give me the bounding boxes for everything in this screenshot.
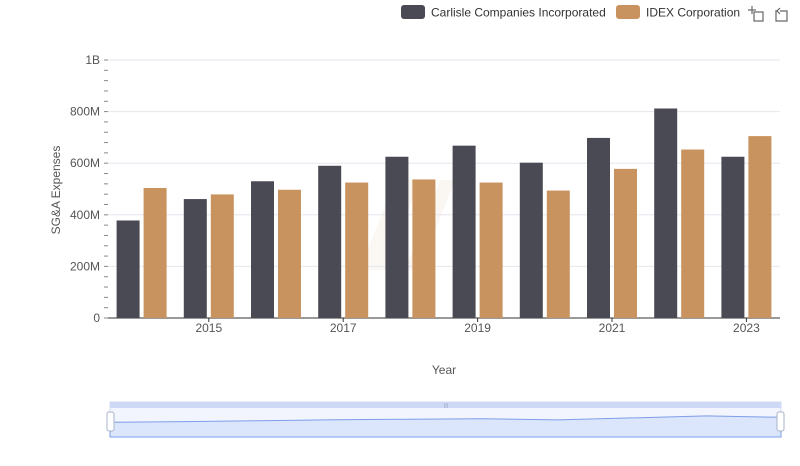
bar-carlisle-2015[interactable] xyxy=(183,199,207,318)
x-tick-label: 2017 xyxy=(330,321,357,335)
bar-carlisle-2016[interactable] xyxy=(251,181,274,318)
range-navigator[interactable]: ||| xyxy=(106,401,785,438)
bar-idex-2021[interactable] xyxy=(614,168,637,318)
bar-carlisle-2014[interactable] xyxy=(116,220,140,318)
legend-label-idex: IDEX Corporation xyxy=(646,6,740,20)
bar-idex-2014[interactable] xyxy=(143,187,167,318)
legend-label-carlisle: Carlisle Companies Incorporated xyxy=(431,6,606,20)
bar-idex-2015[interactable] xyxy=(210,194,234,318)
bar-carlisle-2023[interactable] xyxy=(721,156,745,318)
navigator-grip: ||| xyxy=(444,403,448,409)
y-tick-label: 400M xyxy=(70,208,100,222)
reset-icon[interactable] xyxy=(775,7,788,22)
bar-carlisle-2019[interactable] xyxy=(452,145,476,318)
zoom-icon[interactable] xyxy=(748,6,764,22)
legend-swatch-carlisle xyxy=(401,5,425,19)
bar-idex-2016[interactable] xyxy=(278,189,301,318)
y-axis-ticks: 0 200M 400M 600M 800M 1B xyxy=(70,53,100,325)
y-tick-label: 0 xyxy=(93,311,100,325)
bars xyxy=(116,108,772,318)
x-tick-label: 2015 xyxy=(195,321,222,335)
navigator-left-handle[interactable] xyxy=(106,411,115,432)
grid xyxy=(108,59,780,267)
x-tick-label: 2019 xyxy=(464,321,491,335)
legend-item-carlisle[interactable]: Carlisle Companies Incorporated xyxy=(401,5,606,20)
y-minor-ticks xyxy=(104,59,108,319)
bar-idex-2017[interactable] xyxy=(345,182,369,318)
bar-idex-2023[interactable] xyxy=(748,136,772,318)
bar-carlisle-2020[interactable] xyxy=(519,162,543,318)
navigator-right-handle[interactable] xyxy=(776,411,785,432)
bar-idex-2022[interactable] xyxy=(681,149,705,318)
bar-idex-2019[interactable] xyxy=(479,182,503,318)
y-tick-label: 800M xyxy=(70,105,100,119)
y-tick-label: 600M xyxy=(70,156,100,170)
legend: Carlisle Companies Incorporated IDEX Cor… xyxy=(401,5,740,20)
y-axis-label: SG&A Expenses xyxy=(49,146,63,235)
bar-idex-2018[interactable] xyxy=(412,179,436,318)
navigator-top-bar[interactable] xyxy=(110,402,781,408)
y-tick-label: 1B xyxy=(85,53,100,67)
bar-carlisle-2022[interactable] xyxy=(654,108,678,318)
bar-carlisle-2018[interactable] xyxy=(385,156,409,318)
legend-item-idex[interactable]: IDEX Corporation xyxy=(616,5,740,20)
legend-swatch-idex xyxy=(616,5,640,19)
bar-carlisle-2017[interactable] xyxy=(318,165,342,318)
y-tick-label: 200M xyxy=(70,259,100,273)
x-tick-label: 2023 xyxy=(733,321,760,335)
bar-idex-2020[interactable] xyxy=(546,190,570,318)
x-axis-label: Year xyxy=(432,363,456,377)
x-tick-label: 2021 xyxy=(599,321,626,335)
x-axis-ticks: 2015 2017 2019 2021 2023 xyxy=(195,318,760,335)
bar-carlisle-2021[interactable] xyxy=(587,137,610,318)
